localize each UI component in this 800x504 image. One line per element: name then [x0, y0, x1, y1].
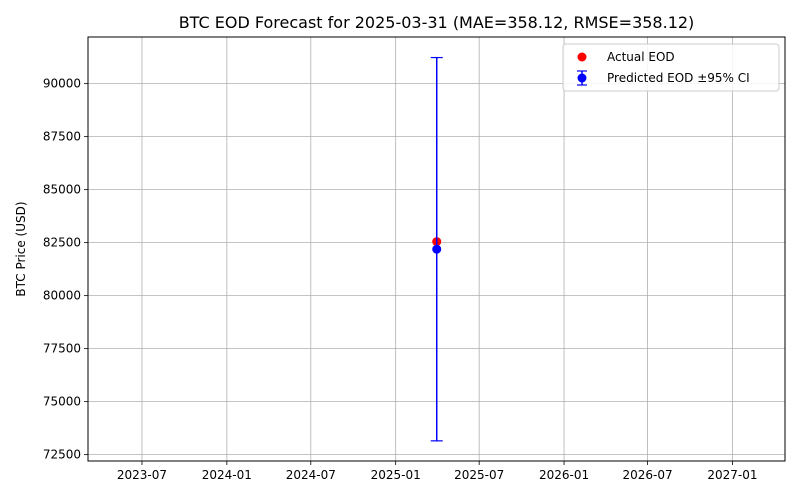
y-tick-label: 72500	[43, 448, 81, 462]
legend-actual-marker	[577, 52, 587, 62]
x-tick-label: 2025-07	[454, 468, 504, 482]
legend: Actual EOD Predicted EOD ±95% CI	[562, 43, 780, 92]
y-tick-label: 90000	[43, 77, 81, 91]
y-tick-label: 75000	[43, 395, 81, 409]
chart-title: BTC EOD Forecast for 2025-03-31 (MAE=358…	[179, 13, 695, 32]
x-tick-label: 2024-07	[286, 468, 336, 482]
legend-box	[562, 43, 780, 92]
y-tick-label: 82500	[43, 236, 81, 250]
y-tick-label: 80000	[43, 289, 81, 303]
x-tick-label: 2026-07	[622, 468, 672, 482]
legend-label: Actual EOD	[607, 50, 675, 64]
x-tick-label: 2026-01	[539, 468, 589, 482]
x-tick-label: 2023-07	[117, 468, 167, 482]
data-layer	[430, 56, 443, 442]
x-tick-label: 2024-01	[202, 468, 252, 482]
legend-predicted-marker	[577, 73, 587, 83]
plot-frame	[87, 36, 786, 462]
x-tick-label: 2027-01	[707, 468, 757, 482]
y-tick-label: 87500	[43, 130, 81, 144]
y-axis-label: BTC Price (USD)	[14, 201, 28, 296]
tick-layer: 2023-07 2024-01 2024-07 2025-01 2025-07 2026-…	[43, 77, 758, 482]
y-tick-label: 77500	[43, 342, 81, 356]
legend-label: Predicted EOD ±95% CI	[607, 71, 750, 85]
y-tick-label: 85000	[43, 183, 81, 197]
predicted-point	[432, 244, 442, 254]
x-tick-label: 2025-01	[371, 468, 421, 482]
